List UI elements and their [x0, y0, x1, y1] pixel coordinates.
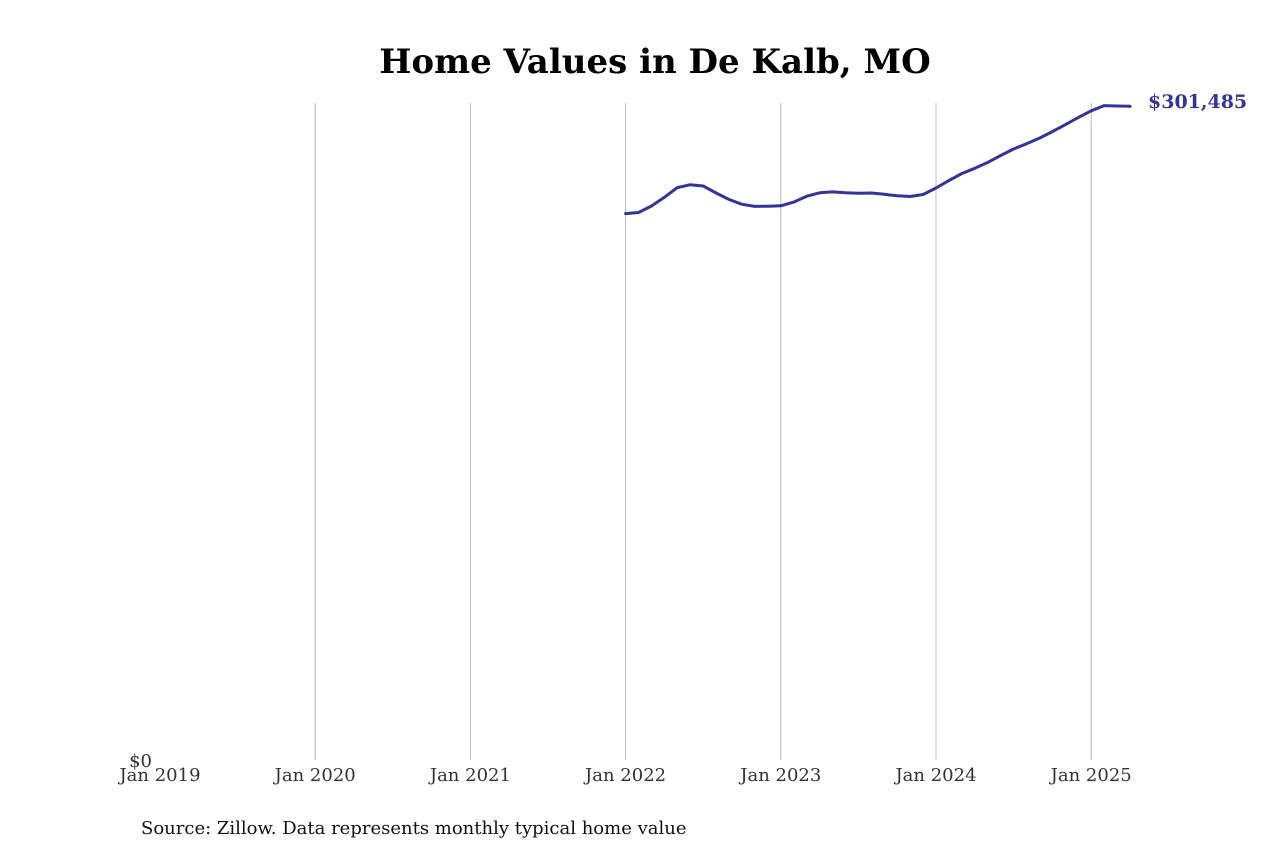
x-axis-ticks: Jan 2019 Jan 2020 Jan 2021 Jan 2022 Jan 2023… [117, 765, 1131, 786]
chart-title: Home Values in De Kalb, MO [379, 42, 930, 82]
x-tick-label: Jan 2025 [1049, 765, 1132, 786]
y-axis-ticks: $0 [129, 751, 152, 772]
series-layer [624, 104, 1132, 216]
gridlines [314, 103, 1092, 760]
x-tick-label: Jan 2019 [117, 765, 200, 786]
x-tick-label: Jan 2023 [738, 765, 821, 786]
x-tick-label: Jan 2024 [893, 765, 976, 786]
y-tick-label: $0 [129, 751, 152, 772]
x-tick-label: Jan 2022 [583, 765, 666, 786]
home-value-line [624, 104, 1132, 216]
source-note: Source: Zillow. Data represents monthly … [141, 818, 687, 839]
x-tick-label: Jan 2020 [273, 765, 356, 786]
x-tick-label: Jan 2021 [428, 765, 511, 786]
end-value-label: $301,485 [1148, 91, 1247, 113]
